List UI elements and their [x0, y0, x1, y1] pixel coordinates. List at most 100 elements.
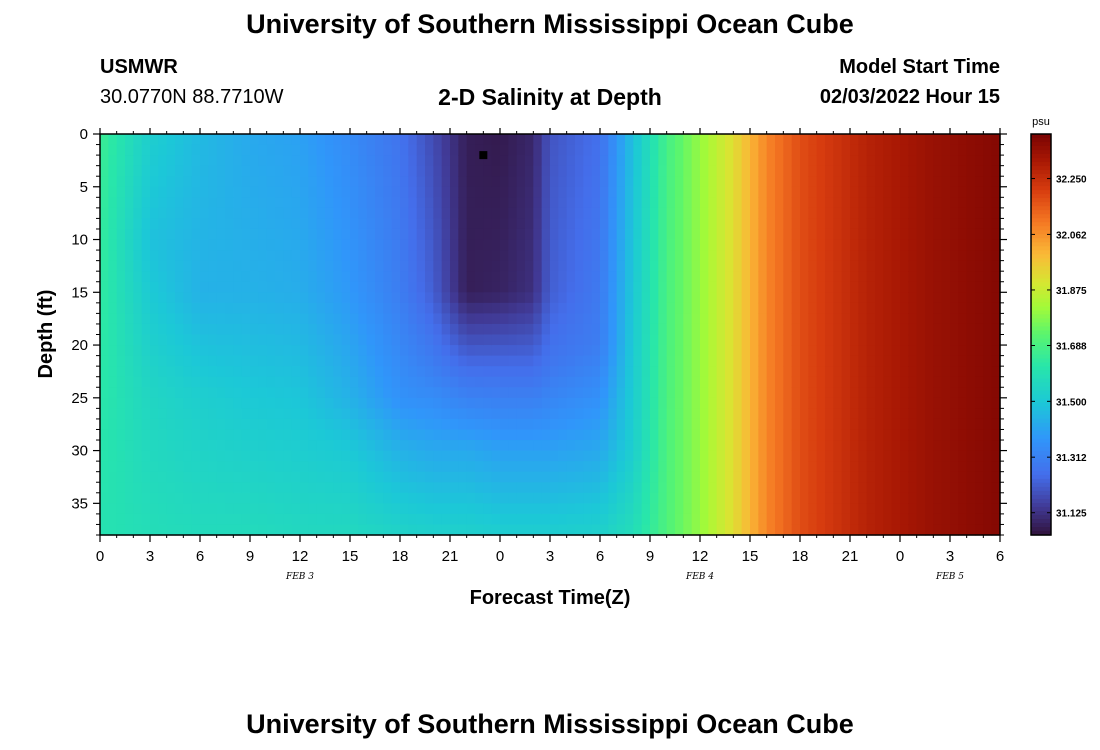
heatmap-cell	[325, 197, 334, 209]
heatmap-cell	[183, 471, 193, 483]
heatmap-cell	[558, 524, 568, 536]
heatmap-cell	[791, 271, 801, 283]
heatmap-cell	[108, 292, 118, 304]
heatmap-cell	[425, 334, 434, 346]
heatmap-cell	[916, 387, 926, 399]
heatmap-cell	[641, 345, 651, 357]
heatmap-cell	[541, 228, 551, 241]
heatmap-cell	[700, 334, 709, 346]
heatmap-cell	[475, 155, 484, 167]
heatmap-cell	[483, 387, 493, 399]
heatmap-cell	[641, 334, 651, 346]
heatmap-cell	[283, 176, 293, 188]
heatmap-cell	[650, 387, 659, 399]
heatmap-cell	[941, 334, 951, 346]
heatmap-cell	[275, 471, 284, 483]
heatmap-cell	[675, 302, 684, 314]
heatmap-cell	[400, 492, 409, 504]
heatmap-cell	[808, 492, 818, 504]
heatmap-cell	[533, 503, 543, 515]
heatmap-cell	[358, 197, 368, 209]
heatmap-cell	[800, 471, 809, 483]
heatmap-cell	[475, 345, 484, 357]
heatmap-cell	[200, 250, 209, 262]
heatmap-cell	[333, 492, 343, 504]
heatmap-cell	[358, 440, 368, 452]
heatmap-cell	[291, 450, 301, 462]
heatmap-cell	[625, 165, 634, 177]
heatmap-cell	[683, 313, 693, 325]
heatmap-cell	[583, 355, 593, 367]
heatmap-cell	[891, 186, 901, 198]
heatmap-cell	[708, 218, 718, 230]
heatmap-cell	[325, 144, 334, 156]
heatmap-cell	[200, 292, 209, 304]
heatmap-cell	[925, 418, 934, 431]
heatmap-cell	[841, 292, 851, 304]
heatmap-cell	[825, 461, 834, 473]
heatmap-cell	[483, 408, 493, 420]
x-axis-label: Forecast Time(Z)	[470, 587, 631, 609]
heatmap-cell	[633, 323, 643, 336]
heatmap-cell	[583, 418, 593, 431]
heatmap-cell	[325, 271, 334, 283]
heatmap-cell	[416, 366, 426, 378]
heatmap-cell	[233, 228, 243, 241]
heatmap-cell	[116, 302, 126, 314]
heatmap-cell	[125, 239, 134, 251]
heatmap-cell	[291, 482, 301, 494]
heatmap-cell	[383, 165, 393, 177]
heatmap-cell	[291, 313, 301, 325]
heatmap-cell	[558, 302, 568, 314]
heatmap-cell	[575, 355, 584, 367]
heatmap-cell	[750, 482, 759, 494]
heatmap-cell	[500, 366, 509, 378]
heatmap-cell	[283, 513, 293, 526]
heatmap-cell	[183, 260, 193, 272]
heatmap-cell	[783, 408, 793, 420]
heatmap-cell	[425, 218, 434, 230]
heatmap-cell	[816, 345, 826, 357]
heatmap-cell	[733, 376, 743, 388]
heatmap-cell	[741, 218, 751, 230]
heatmap-cell	[150, 239, 159, 251]
heatmap-cell	[658, 281, 668, 293]
heatmap-cell	[408, 366, 418, 378]
heatmap-cell	[800, 271, 809, 283]
colorbar-swatch	[1031, 198, 1051, 203]
heatmap-cell	[400, 334, 409, 346]
heatmap-cell	[766, 144, 776, 156]
heatmap-cell	[158, 376, 168, 388]
heatmap-cell	[333, 207, 343, 220]
heatmap-cell	[491, 239, 501, 251]
heatmap-cell	[716, 218, 726, 230]
heatmap-cell	[891, 250, 901, 262]
heatmap-cell	[808, 186, 818, 198]
heatmap-cell	[308, 440, 318, 452]
heatmap-cell	[833, 186, 843, 198]
heatmap-cell	[283, 492, 293, 504]
heatmap-cell	[716, 144, 726, 156]
heatmap-cell	[675, 176, 684, 188]
heatmap-cell	[933, 334, 943, 346]
heatmap-cell	[950, 387, 959, 399]
heatmap-cell	[450, 450, 459, 462]
heatmap-cell	[383, 271, 393, 283]
heatmap-cell	[391, 366, 401, 378]
heatmap-cell	[600, 313, 609, 325]
heatmap-cell	[300, 450, 309, 462]
heatmap-cell	[141, 281, 151, 293]
heatmap-cell	[450, 292, 459, 304]
heatmap-cell	[908, 281, 918, 293]
heatmap-cell	[325, 228, 334, 241]
heatmap-cell	[200, 387, 209, 399]
heatmap-cell	[800, 165, 809, 177]
heatmap-cell	[200, 524, 209, 536]
heatmap-cell	[241, 429, 251, 441]
heatmap-cell	[900, 239, 909, 251]
heatmap-cell	[158, 524, 168, 536]
heatmap-cell	[433, 387, 443, 399]
heatmap-cell	[933, 440, 943, 452]
heatmap-cell	[950, 281, 959, 293]
heatmap-cell	[208, 461, 218, 473]
